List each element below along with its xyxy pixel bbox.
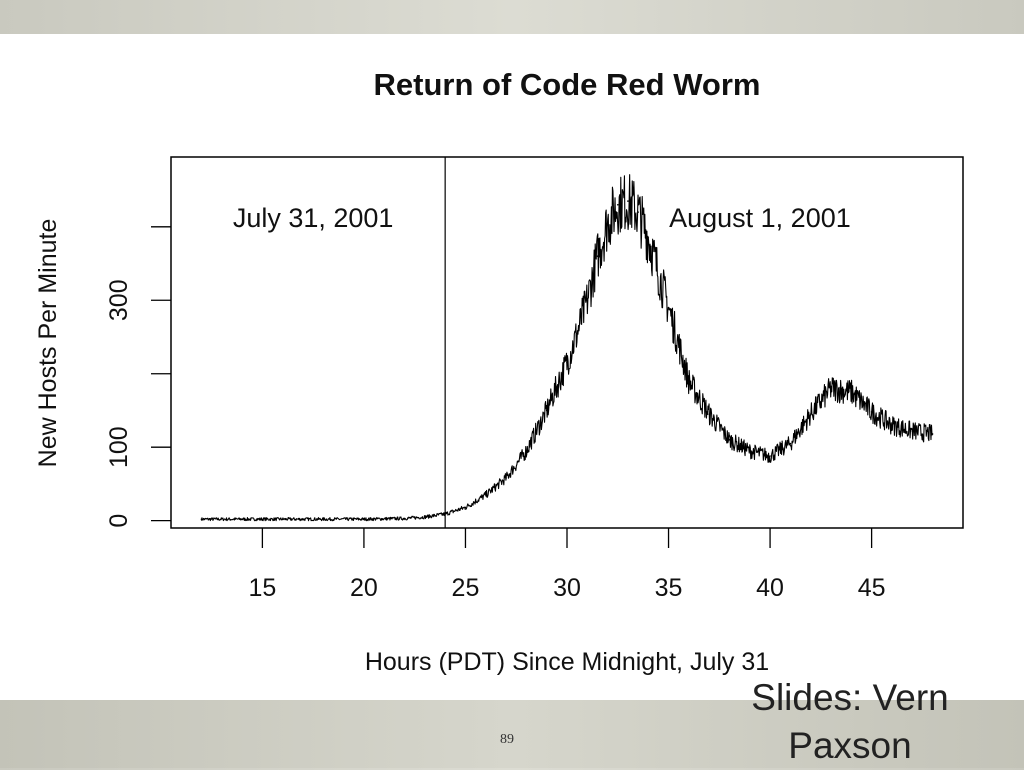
slide-footer <box>0 700 1024 768</box>
chart-title: Return of Code Red Worm <box>374 67 761 102</box>
data-point <box>545 409 548 412</box>
data-point <box>200 518 203 520</box>
data-point <box>728 439 731 441</box>
data-point <box>708 413 710 415</box>
date-annotation: July 31, 2001 <box>233 203 394 233</box>
data-point <box>505 477 507 479</box>
data-point <box>322 518 325 520</box>
data-point <box>281 518 284 520</box>
data-point <box>688 380 690 382</box>
x-tick-label: 40 <box>756 574 784 602</box>
data-point <box>830 387 832 390</box>
data-point <box>637 211 639 213</box>
date-annotation: August 1, 2001 <box>669 203 851 233</box>
data-point <box>891 424 893 426</box>
x-tick-label: 15 <box>248 574 276 602</box>
x-tick-label: 25 <box>452 574 480 602</box>
data-point <box>484 494 487 496</box>
y-axis-label: New Hosts Per Minute <box>34 219 62 468</box>
data-point <box>931 433 934 435</box>
data-point <box>444 513 446 515</box>
slide-credit: Slides: Vern Paxson <box>751 677 949 766</box>
data-point <box>870 411 873 413</box>
x-tick-label: 30 <box>553 574 581 602</box>
x-axis-label: Hours (PDT) Since Midnight, July 31 <box>365 648 769 676</box>
data-point <box>667 306 670 309</box>
y-tick-label: 100 <box>105 426 133 468</box>
y-axis: 0 100 300 <box>105 226 171 528</box>
data-point <box>616 203 619 206</box>
data-point <box>647 237 650 239</box>
data-point <box>809 413 812 415</box>
data-point <box>789 442 792 445</box>
y-tick-label: 300 <box>105 279 133 321</box>
data-point <box>911 430 914 432</box>
data-point <box>596 255 599 257</box>
data-point <box>850 391 853 393</box>
data-point <box>464 506 467 509</box>
y-tick-label: 0 <box>105 514 133 528</box>
data-point <box>748 450 751 452</box>
x-tick-label: 20 <box>350 574 378 602</box>
data-point <box>525 450 528 452</box>
data-point <box>627 200 629 202</box>
x-tick-label: 45 <box>858 574 886 602</box>
data-point <box>566 361 568 364</box>
data-point <box>586 299 589 302</box>
data-point <box>424 516 426 518</box>
data-point <box>606 222 609 224</box>
page-number: 89 <box>500 732 514 747</box>
x-tick-label: 35 <box>655 574 683 602</box>
x-axis: 15 20 25 30 35 40 45 <box>248 528 886 602</box>
plot-content: July 31, 2001 August 1, 2001 <box>200 157 934 528</box>
data-point <box>769 455 771 457</box>
data-point <box>363 518 365 520</box>
data-point <box>403 517 406 520</box>
data-point <box>241 518 243 520</box>
data-point <box>576 332 578 335</box>
